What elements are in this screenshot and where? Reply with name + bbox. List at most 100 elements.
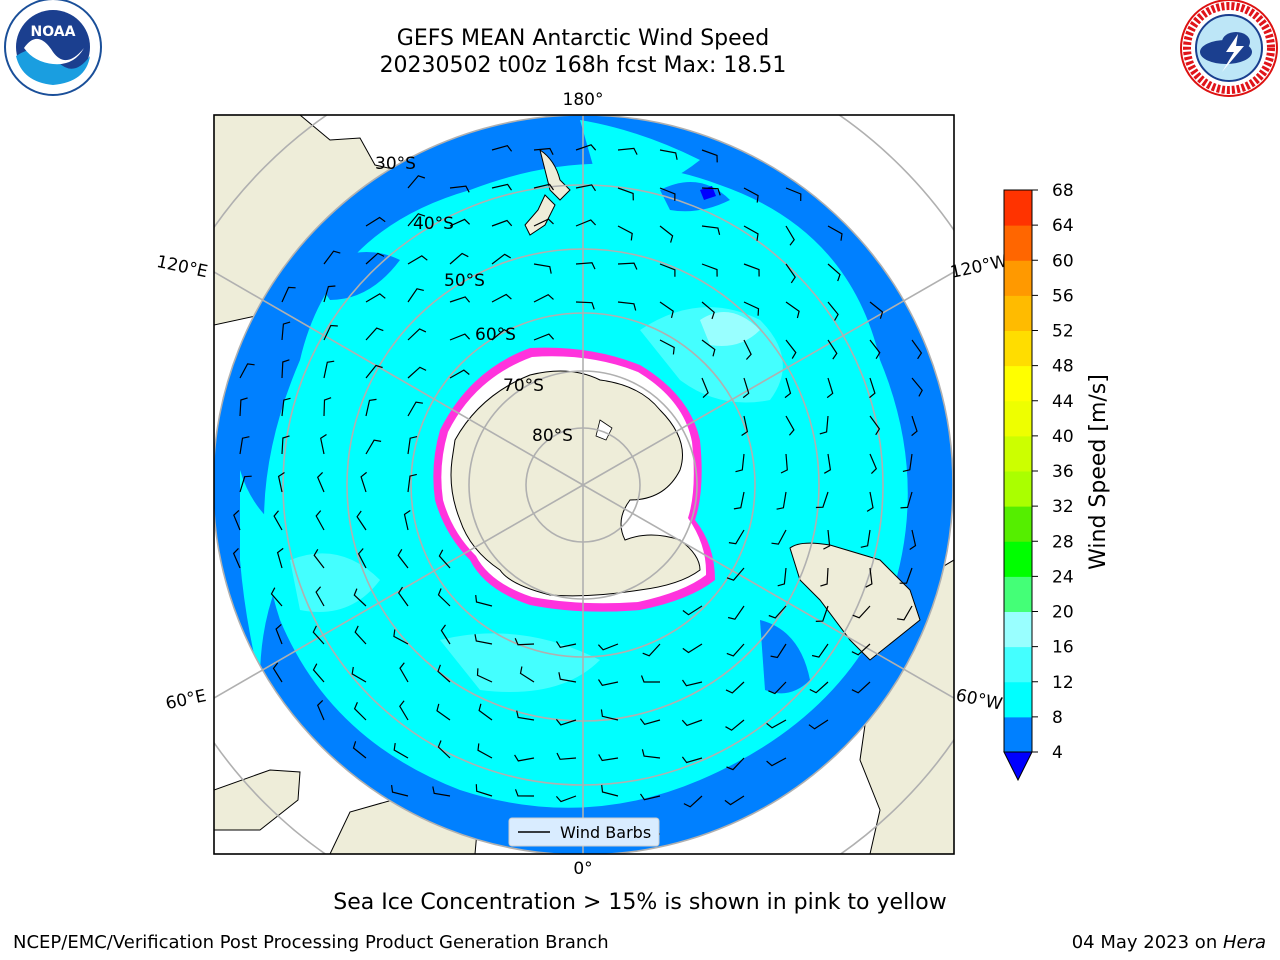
wind-barb — [785, 415, 795, 436]
wind-barb — [437, 664, 451, 683]
wind-barb — [827, 339, 838, 360]
wind-barb — [851, 643, 871, 656]
wind-barb — [353, 702, 367, 721]
wind-barb — [353, 588, 367, 607]
wind-barb — [436, 703, 451, 721]
wind-barb — [533, 293, 554, 303]
colorbar-tick-label: 36 — [1052, 462, 1074, 482]
wind-barb — [785, 263, 796, 284]
wind-barb — [281, 435, 290, 455]
wind-barb — [233, 509, 241, 531]
colorbar-segment — [1004, 576, 1032, 612]
lon-label-180: 180° — [563, 90, 604, 110]
colorbar-tick-label: 52 — [1052, 322, 1074, 342]
wind-barb — [393, 629, 409, 645]
wind-barb — [727, 605, 745, 620]
wind-barb — [743, 225, 759, 241]
colorbar-tick-label: 4 — [1052, 743, 1063, 763]
wind-barb — [659, 187, 676, 201]
wind-barb — [277, 471, 285, 493]
wind-barb — [449, 252, 469, 265]
chart-subtitle: 20230502 t00z 168h fcst Max: 18.51 — [379, 53, 787, 78]
wind-barb — [682, 643, 703, 654]
wind-barb — [514, 754, 535, 762]
wind-barb — [728, 529, 745, 545]
lat-label-60s: 60°S — [475, 325, 516, 345]
wind-barb — [860, 529, 871, 548]
wind-barb — [440, 624, 451, 645]
antarctica-land — [450, 370, 701, 597]
wind-barb — [315, 586, 325, 607]
colorbar-segment — [1004, 260, 1032, 296]
wind-barb — [659, 301, 674, 319]
colorbar-segment — [1004, 400, 1032, 437]
wind-barb — [827, 225, 843, 241]
colorbar-segment — [1004, 225, 1032, 261]
wind-barb — [785, 301, 800, 319]
wind-barb — [770, 643, 787, 659]
wind-barb — [365, 364, 383, 379]
wind-barb — [682, 679, 703, 687]
wind-barb — [911, 415, 918, 437]
colorbar-segment — [1004, 365, 1032, 402]
wind-barb — [869, 301, 884, 319]
colorbar-tick-label: 44 — [1052, 392, 1074, 412]
wind-barb — [726, 567, 745, 581]
noaa-logo-text: NOAA — [31, 24, 76, 40]
wind-barb — [575, 262, 596, 270]
wind-barb — [312, 663, 325, 683]
wind-barb — [556, 752, 577, 760]
wind-barb — [273, 510, 283, 531]
wind-barb — [323, 285, 336, 303]
wind-barb — [352, 741, 367, 759]
wind-barb — [575, 144, 597, 151]
wind-barb — [475, 595, 493, 607]
wind-barb — [407, 213, 426, 227]
wind-barb — [312, 625, 325, 645]
lon-label-60e: 60°E — [164, 686, 208, 714]
wind-barb — [351, 666, 367, 683]
wind-barb — [777, 567, 787, 587]
footer-host: Hera — [1222, 932, 1266, 953]
wind-barb — [315, 510, 325, 531]
wind-barb — [785, 339, 797, 359]
wind-barb — [899, 567, 913, 584]
lat-label-40s: 40°S — [413, 214, 454, 234]
wind-barb — [403, 510, 411, 531]
wind-barb — [597, 679, 619, 686]
wind-barb — [449, 369, 470, 379]
wind-barb — [742, 377, 750, 399]
wind-barb — [771, 529, 787, 545]
graticule — [214, 115, 954, 854]
wind-barb — [681, 719, 703, 727]
wind-barb — [743, 263, 760, 277]
caption: Sea Ice Concentration > 15% is shown in … — [333, 890, 947, 915]
wind-barb — [827, 301, 839, 321]
wind-barb — [281, 397, 291, 417]
wind-barb — [725, 719, 745, 731]
wind-barb — [701, 187, 721, 196]
wind-barb — [320, 433, 327, 455]
wind-barb — [491, 328, 511, 341]
wind-barb — [281, 321, 291, 341]
wind-barb — [323, 360, 335, 379]
wind-barb — [617, 187, 634, 201]
wind-barb — [640, 793, 661, 801]
colorbar-tick-label: 60 — [1052, 251, 1074, 271]
wind-barb — [808, 719, 829, 730]
wind-barb — [819, 415, 829, 435]
colorbar-segment — [1004, 541, 1032, 577]
wind-barb — [407, 436, 418, 455]
footer-date: 04 May 2023 on Hera — [1072, 932, 1266, 953]
wind-barb — [824, 453, 832, 474]
wind-barb — [900, 491, 913, 509]
wind-barb — [555, 719, 577, 726]
wind-barb — [514, 638, 535, 646]
wind-barb — [659, 263, 676, 277]
colorbar-segment — [1004, 506, 1032, 542]
wind-barb — [640, 675, 660, 683]
wind-barb — [407, 366, 427, 379]
wind-barb — [478, 703, 493, 721]
wind-barb — [281, 359, 290, 379]
wind-barb — [597, 643, 619, 651]
